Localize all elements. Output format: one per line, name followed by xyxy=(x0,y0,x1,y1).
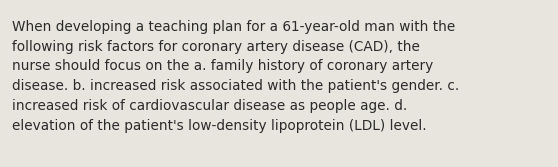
Text: When developing a teaching plan for a 61-year-old man with the
following risk fa: When developing a teaching plan for a 61… xyxy=(12,20,460,133)
